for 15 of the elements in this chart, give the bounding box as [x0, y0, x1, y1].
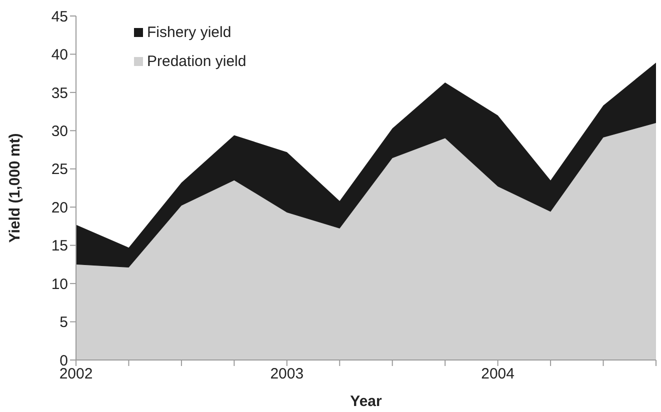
y-tick-label: 30 [51, 122, 68, 140]
x-axis-title: Year [350, 393, 382, 410]
x-tick-label: 2003 [270, 366, 304, 383]
y-tick-label: 15 [51, 238, 68, 255]
x-tick-label: 2004 [481, 366, 515, 383]
legend-label: Fishery yield [147, 24, 232, 41]
y-tick-label: 5 [60, 314, 68, 332]
legend-label: Predation yield [147, 53, 246, 70]
y-tick-label: 40 [51, 46, 68, 64]
y-tick-label: 10 [51, 276, 68, 293]
y-tick-label: 20 [51, 199, 68, 216]
y-tick-label: 25 [51, 161, 68, 178]
y-axis-title: Yield (1,000 mt) [6, 133, 24, 243]
y-tick-label: 45 [51, 8, 68, 26]
y-tick-label: 35 [51, 84, 68, 102]
